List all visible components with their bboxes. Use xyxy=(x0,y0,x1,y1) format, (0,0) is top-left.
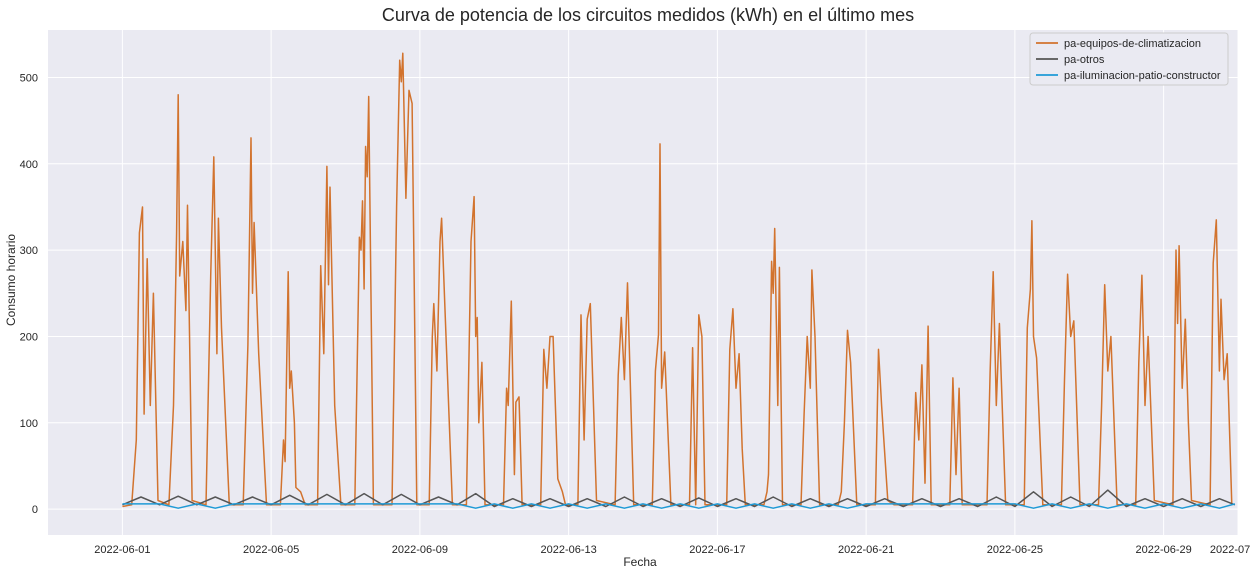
x-tick-label: 2022-06-05 xyxy=(243,544,299,556)
series-line-pa-equipos-de-climatizacion xyxy=(122,52,1233,508)
gridlines xyxy=(48,30,1239,535)
x-tick-label: 2022-06-09 xyxy=(392,544,448,556)
legend-box xyxy=(1029,32,1229,86)
legend: pa-equipos-de-climatizacion pa-otros pa-il… xyxy=(1029,32,1229,86)
legend-entry: pa-equipos-de-climatizacion xyxy=(1064,38,1201,50)
series-line-pa-iluminacion-patio-constructor xyxy=(122,503,1236,509)
legend-entry: pa-iluminacion-patio-constructor xyxy=(1064,70,1221,82)
y-tick-label: 500 xyxy=(20,72,38,84)
chart-title: Curva de potencia de los circuitos medid… xyxy=(382,5,914,25)
y-tick-label: 300 xyxy=(20,245,38,257)
x-tick-label: 2022-06-13 xyxy=(540,544,596,556)
x-axis-label: Fecha xyxy=(623,555,657,569)
x-axis-ticks: 2022-06-01 2022-06-05 2022-06-09 2022-06-13… xyxy=(94,544,1250,556)
plot-area xyxy=(48,30,1238,535)
y-axis-label: Consumo horario xyxy=(4,234,18,326)
x-tick-label: 2022-07-01 xyxy=(1210,544,1250,556)
y-tick-label: 200 xyxy=(20,331,38,343)
x-tick-label: 2022-06-25 xyxy=(987,544,1043,556)
y-tick-label: 100 xyxy=(20,418,38,430)
x-tick-label: 2022-06-29 xyxy=(1135,544,1191,556)
x-tick-label: 2022-06-21 xyxy=(838,544,894,556)
series-layer xyxy=(122,52,1236,509)
y-tick-label: 0 xyxy=(32,504,38,516)
y-tick-label: 400 xyxy=(20,159,38,171)
x-tick-label: 2022-06-01 xyxy=(94,544,150,556)
legend-entry: pa-otros xyxy=(1064,54,1105,66)
x-tick-label: 2022-06-17 xyxy=(689,544,745,556)
y-axis-ticks: 0 100 200 300 400 500 xyxy=(20,72,38,516)
series-line-pa-otros xyxy=(122,489,1236,508)
